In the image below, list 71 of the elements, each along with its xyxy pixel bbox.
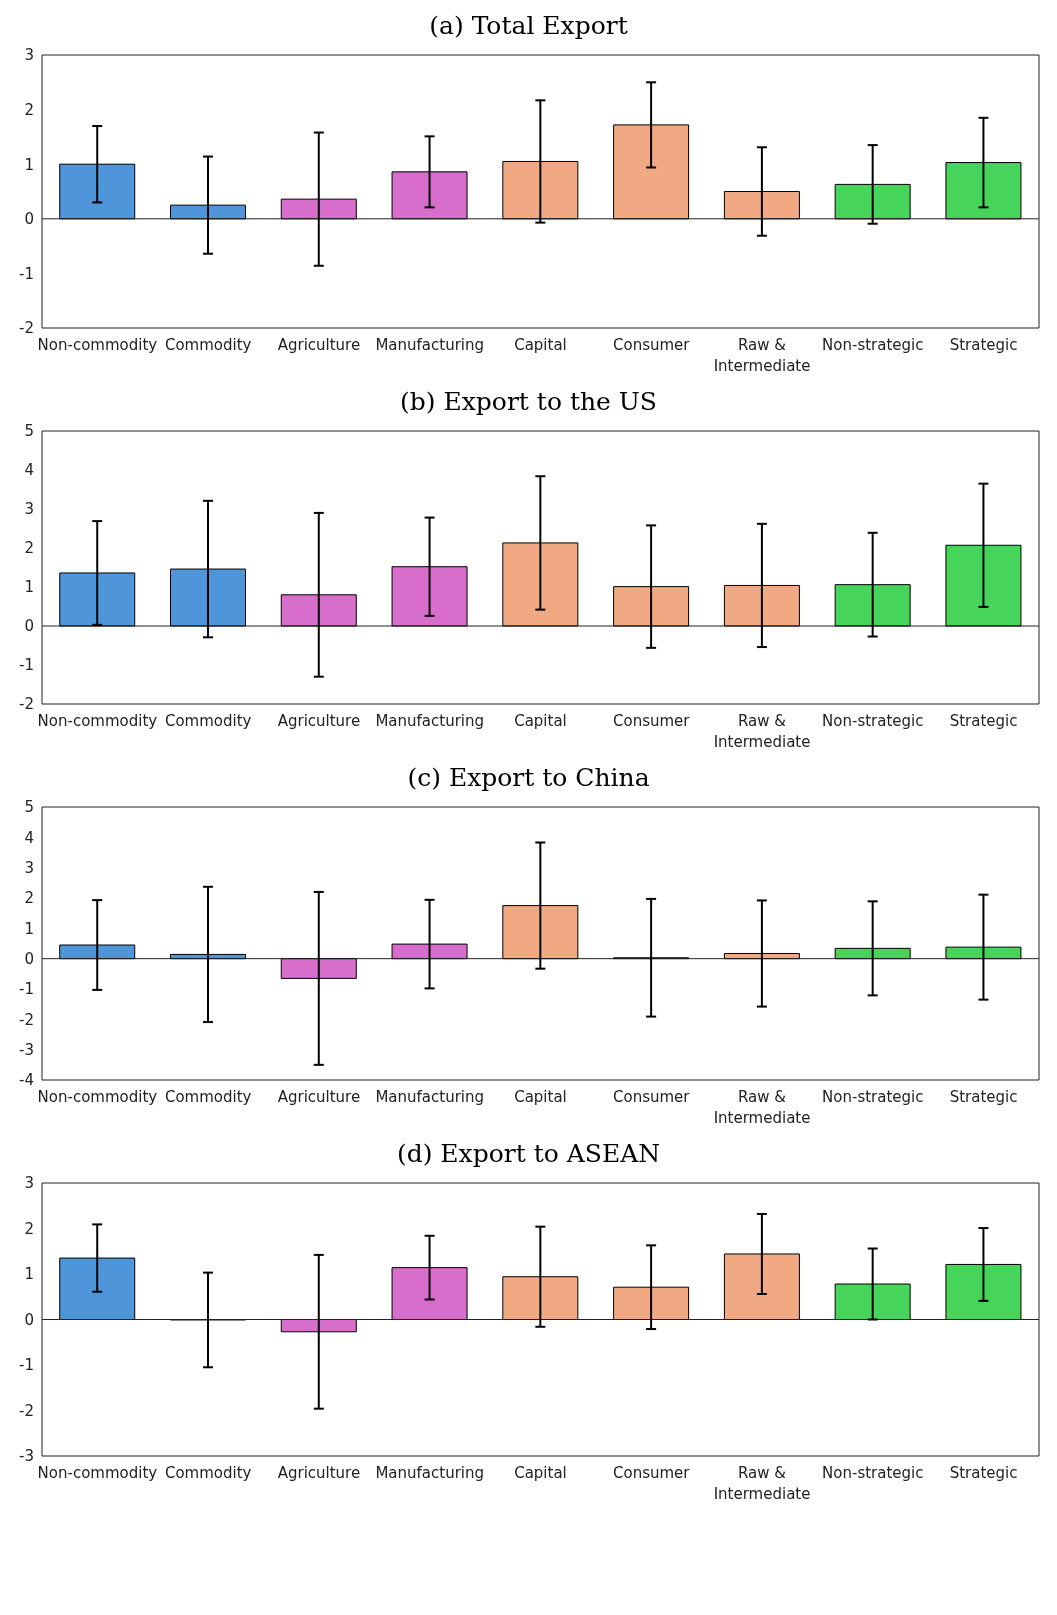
x-tick-label: Raw & Intermediate <box>713 1464 811 1503</box>
x-tick-label: Consumer <box>613 712 691 730</box>
x-tick-label: Strategic <box>949 1464 1018 1482</box>
chart-title: (c) Export to China <box>406 762 651 794</box>
y-tick-label: 1 <box>24 1265 34 1284</box>
y-tick-label: 1 <box>24 155 34 174</box>
chart-title: (d) Export to ASEAN <box>395 1138 662 1170</box>
y-tick-label: -1 <box>19 656 34 675</box>
x-tick-label: Consumer <box>613 1088 691 1106</box>
x-tick-label: Strategic <box>949 336 1018 354</box>
x-tick-label: Strategic <box>949 712 1018 730</box>
x-tick-label: Non-commodity <box>37 1088 158 1106</box>
x-tick-label: Non-strategic <box>822 336 924 354</box>
x-tick-label: Manufacturing <box>375 712 485 730</box>
y-tick-label: 5 <box>24 798 34 817</box>
y-tick-label: -1 <box>19 980 34 999</box>
y-tick-label: 4 <box>24 461 34 480</box>
y-tick-label: 4 <box>24 828 34 847</box>
y-tick-label: 0 <box>24 210 34 229</box>
x-tick-label: Capital <box>514 712 567 730</box>
y-tick-label: 3 <box>24 500 34 519</box>
y-tick-label: 2 <box>24 539 34 558</box>
x-tick-label: Non-commodity <box>37 1464 158 1482</box>
y-tick-label: -2 <box>19 319 34 338</box>
x-tick-label: Agriculture <box>277 1464 361 1482</box>
x-tick-label: Strategic <box>949 1088 1018 1106</box>
x-tick-label: Non-strategic <box>822 1464 924 1482</box>
y-tick-label: 0 <box>24 1310 34 1329</box>
x-tick-label: Agriculture <box>277 336 361 354</box>
y-tick-label: 1 <box>24 578 34 597</box>
y-tick-label: -4 <box>19 1071 34 1090</box>
x-tick-label: Manufacturing <box>375 1088 485 1106</box>
y-tick-label: 0 <box>24 949 34 968</box>
x-tick-label: Consumer <box>613 1464 691 1482</box>
x-tick-label: Commodity <box>164 1088 252 1106</box>
y-tick-label: 3 <box>24 858 34 877</box>
x-tick-label: Non-commodity <box>37 336 158 354</box>
y-tick-label: 3 <box>24 46 34 65</box>
x-tick-label: Commodity <box>164 1464 252 1482</box>
x-tick-label: Raw & Intermediate <box>713 336 811 375</box>
x-tick-label: Non-strategic <box>822 712 924 730</box>
x-tick-label: Manufacturing <box>375 336 485 354</box>
x-tick-label: Raw & Intermediate <box>713 1088 811 1127</box>
y-tick-label: -2 <box>19 1010 34 1029</box>
y-tick-label: -3 <box>19 1040 34 1059</box>
y-tick-label: -1 <box>19 1356 34 1375</box>
x-tick-label: Agriculture <box>277 712 361 730</box>
x-tick-label: Raw & Intermediate <box>713 712 811 751</box>
y-tick-label: 2 <box>24 100 34 119</box>
chart-title: (b) Export to the US <box>399 386 658 418</box>
y-tick-label: 0 <box>24 617 34 636</box>
y-tick-label: 2 <box>24 1219 34 1238</box>
x-tick-label: Capital <box>514 1088 567 1106</box>
x-tick-label: Commodity <box>164 712 252 730</box>
y-tick-label: 2 <box>24 889 34 908</box>
x-tick-label: Non-strategic <box>822 1088 924 1106</box>
y-tick-label: -2 <box>19 695 34 714</box>
y-tick-label: 5 <box>24 422 34 441</box>
x-tick-label: Commodity <box>164 336 252 354</box>
y-tick-label: -1 <box>19 264 34 283</box>
x-tick-label: Capital <box>514 1464 567 1482</box>
y-tick-label: 1 <box>24 919 34 938</box>
y-tick-label: -3 <box>19 1447 34 1466</box>
x-tick-label: Manufacturing <box>375 1464 485 1482</box>
y-tick-label: 3 <box>24 1174 34 1193</box>
chart-title: (a) Total Export <box>428 10 629 42</box>
x-tick-label: Capital <box>514 336 567 354</box>
x-tick-label: Non-commodity <box>37 712 158 730</box>
x-tick-label: Agriculture <box>277 1088 361 1106</box>
x-tick-label: Consumer <box>613 336 691 354</box>
y-tick-label: -2 <box>19 1401 34 1420</box>
